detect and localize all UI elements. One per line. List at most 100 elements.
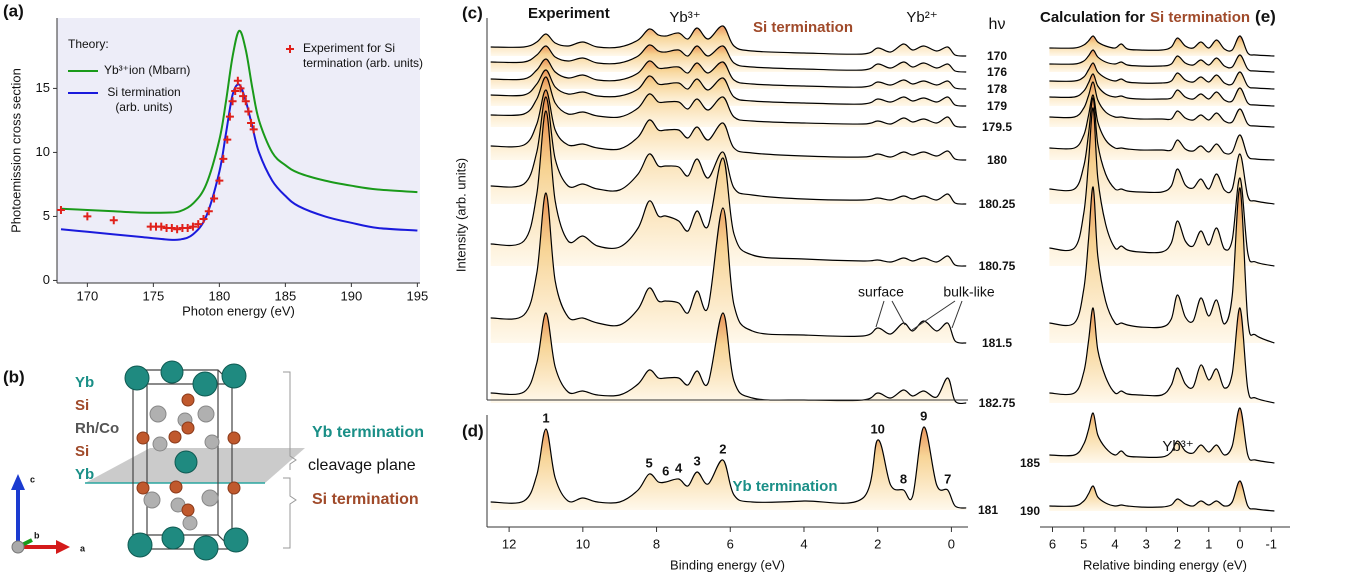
- layer-label: Si: [75, 443, 89, 460]
- y-axis-label: Intensity (arb. units): [453, 158, 468, 272]
- spectrum-label: 180.75: [979, 259, 1016, 273]
- data-point: [83, 212, 92, 221]
- spectrum-fill: [490, 110, 967, 267]
- legend-marker: [286, 45, 294, 53]
- spectrum-fill: [1049, 97, 1275, 204]
- spectrum-line: [1049, 307, 1275, 404]
- title-highlight: Si termination: [1150, 9, 1250, 26]
- spectrum-fill: [490, 192, 967, 344]
- spectrum-line: [490, 312, 967, 405]
- y-tick-label: 5: [43, 208, 50, 223]
- spectrum-label: 182.75: [979, 396, 1016, 410]
- spectrum-label: 185: [1020, 456, 1040, 470]
- data-point: [210, 194, 219, 203]
- peak-label: 1: [542, 410, 549, 425]
- spectrum-fill: [490, 44, 967, 72]
- spectrum-line: [490, 76, 967, 128]
- layer-label: Yb: [75, 374, 94, 391]
- data-point: [244, 107, 253, 116]
- region-label: Yb²⁺: [906, 9, 937, 26]
- legend-title: Theory:: [68, 37, 109, 51]
- data-point: [199, 214, 208, 223]
- spectrum-line: [490, 44, 967, 73]
- spectrum-line: [490, 192, 967, 344]
- x-tick-label: 4: [800, 536, 807, 551]
- spectrum-label: 181: [978, 503, 998, 517]
- spectrum-fill: [1049, 307, 1275, 403]
- termination-label: Si termination: [312, 491, 419, 508]
- data-point: [233, 76, 242, 85]
- x-tick-label: 6: [727, 536, 734, 551]
- legend-label: Si termination (arb. units): [107, 85, 181, 114]
- panel-label: (d): [462, 421, 484, 440]
- x-axis-label: Binding energy (eV): [670, 557, 785, 572]
- y-tick-label: 0: [43, 272, 50, 287]
- x-tick-label: 170: [77, 288, 99, 303]
- spectrum-fill: [490, 312, 967, 404]
- spectrum-line: [1049, 73, 1275, 107]
- x-tick-label: 5: [1080, 536, 1087, 551]
- spectrum-line: [490, 426, 967, 509]
- title-text: Calculation for: [1040, 9, 1145, 26]
- data-point: [167, 223, 176, 232]
- crystal-structure: [11, 360, 305, 561]
- spectrum-line: [1049, 107, 1275, 267]
- peak-label: 9: [920, 408, 927, 423]
- data-point: [223, 135, 232, 144]
- legend-label: Yb³⁺ion (Mbarn): [104, 63, 190, 77]
- spectrum-fill: [1049, 49, 1275, 72]
- panel-label: (a): [3, 1, 24, 20]
- peak-label: 6: [662, 463, 669, 478]
- data-point: [109, 216, 118, 225]
- spectrum-fill: [1049, 62, 1275, 89]
- spectrum-label: 176: [987, 65, 1007, 79]
- x-tick-label: 4: [1111, 536, 1118, 551]
- data-point: [173, 225, 182, 234]
- panel-label: (b): [3, 367, 25, 386]
- spectrum-fill: [1049, 407, 1275, 463]
- spectrum-line: [490, 110, 967, 267]
- x-tick-label: 195: [407, 288, 429, 303]
- annotation: Yb³⁺: [1162, 438, 1193, 455]
- chart-subtitle: Yb termination: [732, 478, 837, 495]
- spectrum-fill: [490, 426, 967, 510]
- peak-label: 2: [719, 441, 726, 456]
- spectrum-fill: [1049, 94, 1275, 160]
- data-point: [188, 222, 197, 231]
- spectrum-label: 178: [987, 82, 1007, 96]
- spectrum-line: [490, 25, 967, 57]
- peak-label: 10: [870, 421, 884, 436]
- panel-label: (c): [462, 3, 483, 22]
- x-tick-label: 0: [948, 536, 955, 551]
- spectrum-label: 179.5: [982, 120, 1012, 134]
- spectrum-fill: [490, 25, 967, 56]
- termination-label: Yb termination: [312, 424, 424, 441]
- x-tick-label: 180: [209, 288, 231, 303]
- spectrum-line: [490, 89, 967, 161]
- spectrum-line: [1049, 35, 1275, 57]
- axis-label: a: [80, 543, 86, 553]
- spectrum-line: [1049, 94, 1275, 161]
- chart-title: Calculation for Si termination (e): [1040, 7, 1276, 26]
- layer-label: Si: [75, 397, 89, 414]
- spectrum-line: [1049, 97, 1275, 205]
- spectrum-label: 170: [987, 49, 1007, 63]
- spectrum-label: 181.5: [982, 336, 1012, 350]
- peak-label: 8: [900, 471, 907, 486]
- data-point: [157, 222, 166, 231]
- spectrum-line: [1049, 81, 1275, 128]
- peak-label: 3: [693, 453, 700, 468]
- x-tick-label: 10: [576, 536, 590, 551]
- chart-title: Experiment: [528, 5, 610, 22]
- x-tick-label: 1: [1205, 536, 1212, 551]
- spectrum-line: [1049, 49, 1275, 73]
- data-point: [247, 118, 256, 127]
- x-tick-label: 2: [874, 536, 881, 551]
- spectrum-line: [1049, 407, 1275, 464]
- peak-label: 5: [646, 455, 653, 470]
- data-point: [228, 97, 237, 106]
- spectrum-label: 180.25: [979, 197, 1016, 211]
- peak-label: 7: [944, 471, 951, 486]
- x-tick-label: 175: [143, 288, 165, 303]
